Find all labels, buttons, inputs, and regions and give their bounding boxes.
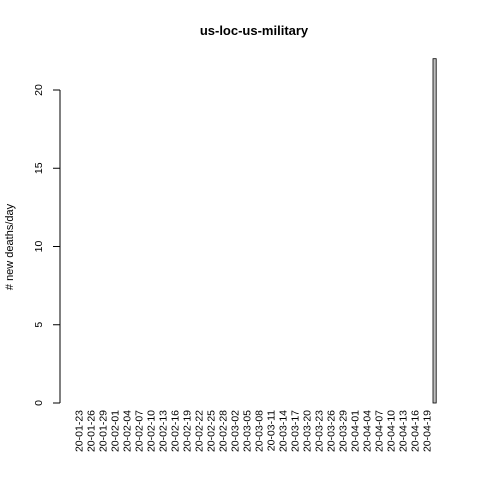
x-tick-label: 20-03-11 [266, 410, 278, 451]
x-tick-label: 20-03-14 [278, 410, 290, 452]
x-tick-label: 20-02-13 [158, 410, 170, 452]
x-axis: 20-01-23 20-01-26 20-01-29 20-02-01 20-02-04… [74, 410, 434, 452]
x-tick-label: 20-01-29 [98, 410, 110, 452]
chart-title: us-loc-us-military [200, 23, 309, 38]
x-tick-label: 20-02-01 [110, 410, 122, 452]
x-tick-label: 20-03-02 [230, 410, 242, 452]
x-tick-label: 20-02-10 [146, 410, 158, 452]
bar [432, 58, 437, 404]
x-tick-label: 20-04-01 [350, 410, 362, 452]
y-axis: 0 5 10 15 20 [33, 84, 61, 406]
bars-group [432, 58, 437, 404]
x-tick-label: 20-03-23 [314, 410, 326, 452]
x-tick-label: 20-03-26 [326, 410, 338, 452]
y-tick-label: 5 [33, 322, 45, 328]
x-tick-label: 20-03-08 [254, 410, 266, 452]
x-tick-label: 20-04-19 [422, 410, 434, 452]
x-tick-label: 20-02-28 [218, 410, 230, 452]
y-tick-label: 20 [33, 84, 45, 96]
x-tick-label: 20-01-23 [74, 410, 86, 452]
x-tick-label: 20-03-05 [242, 410, 254, 452]
x-tick-label: 20-02-22 [194, 410, 206, 452]
x-tick-label: 20-02-19 [182, 410, 194, 452]
x-tick-label: 20-04-13 [398, 410, 410, 452]
x-tick-label: 20-02-25 [206, 410, 218, 452]
x-tick-label: 20-02-16 [170, 410, 182, 452]
x-tick-label: 20-03-29 [338, 410, 350, 452]
x-tick-label: 20-04-16 [410, 410, 422, 452]
y-axis-label: # new deaths/day [4, 203, 16, 290]
y-tick-label: 0 [33, 400, 45, 406]
x-tick-label: 20-01-26 [86, 410, 98, 452]
x-tick-label: 20-04-07 [374, 410, 386, 452]
x-tick-label: 20-02-07 [134, 410, 146, 452]
x-tick-label: 20-04-10 [386, 410, 398, 452]
x-tick-label: 20-03-17 [290, 410, 302, 452]
y-tick-label: 15 [33, 162, 45, 174]
y-tick-label: 10 [33, 241, 45, 253]
x-tick-label: 20-03-20 [302, 410, 314, 452]
x-tick-label: 20-04-04 [362, 410, 374, 452]
x-tick-label: 20-02-04 [122, 410, 134, 452]
